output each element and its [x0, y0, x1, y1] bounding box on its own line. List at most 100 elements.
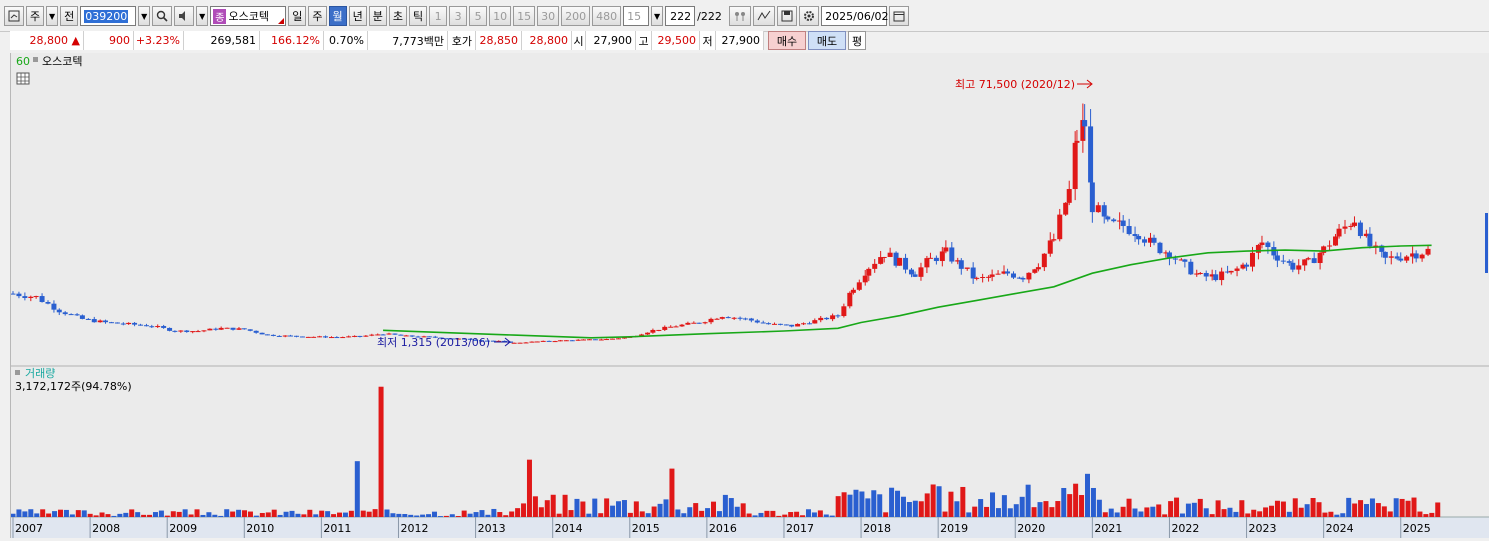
candle-body: [598, 339, 604, 341]
volume-bar: [954, 501, 960, 517]
candle-body: [1020, 278, 1026, 280]
candle-body: [415, 336, 421, 338]
volume-bar: [912, 500, 918, 517]
scroll-edge-marker[interactable]: [1485, 213, 1488, 273]
candle-body: [610, 338, 616, 340]
stock-code-input[interactable]: 039200: [80, 6, 137, 26]
volume-bar: [1055, 501, 1061, 517]
volume-bar: [782, 514, 788, 517]
candle-body: [230, 327, 236, 330]
interval-480[interactable]: 480: [592, 6, 622, 26]
volume-bar: [550, 494, 556, 517]
candle-body: [830, 315, 836, 320]
tab-minute[interactable]: 분: [368, 6, 387, 26]
toolbar-row: 주 ▼ 전 039200 ▼ ▼ 종 오스코텍 일 주 월 년 분 초 틱 1 …: [0, 5, 910, 27]
prev-button[interactable]: 전: [60, 6, 79, 26]
volume-bar: [924, 493, 930, 517]
interval-10[interactable]: 10: [489, 6, 512, 26]
code-dropdown-icon[interactable]: ▼: [138, 6, 151, 26]
interval-input[interactable]: 15: [623, 6, 650, 26]
tab-tick[interactable]: 틱: [409, 6, 428, 26]
stock-name-field[interactable]: 종 오스코텍: [210, 6, 287, 26]
candle-body: [777, 323, 783, 325]
volume-bar: [1369, 498, 1375, 517]
tab-month[interactable]: 월: [328, 6, 347, 26]
interval-3[interactable]: 3: [449, 6, 468, 26]
speaker-dropdown-icon[interactable]: ▼: [196, 6, 209, 26]
candle-body: [380, 334, 386, 336]
volume-bar: [865, 498, 871, 517]
search-icon[interactable]: [152, 6, 173, 26]
candle-body: [1089, 182, 1095, 213]
x-axis-band: [11, 517, 1489, 538]
chart-svg: 60 오스코텍 최고 71,500 (2020/12) 최저 1,315 (20…: [10, 53, 1489, 538]
change-percent: +3.23%: [134, 31, 184, 50]
candle-body: [213, 328, 219, 330]
candle-body: [517, 342, 523, 344]
candle-body: [62, 312, 68, 315]
save-icon[interactable]: [777, 6, 798, 26]
volume-bar: [455, 516, 461, 517]
candle-body: [974, 277, 980, 279]
interval-1[interactable]: 1: [429, 6, 448, 26]
sell-button[interactable]: 매도: [808, 31, 846, 50]
interval-dropdown-icon[interactable]: ▼: [651, 6, 664, 26]
interval-15[interactable]: 15: [513, 6, 536, 26]
period-select[interactable]: 주: [26, 6, 45, 26]
candle-body: [1225, 271, 1231, 273]
x-tick-label: 2014: [555, 522, 583, 535]
volume-bar: [990, 492, 996, 517]
pin-icon[interactable]: [729, 6, 752, 26]
chart-tool-icon[interactable]: [753, 6, 776, 26]
stock-name: 오스코텍: [228, 10, 269, 23]
tab-year[interactable]: 년: [348, 6, 367, 26]
candle-body: [85, 318, 91, 320]
candle-body: [288, 335, 294, 337]
x-tick-label: 2008: [92, 522, 120, 535]
date-input[interactable]: 2025/06/02: [821, 6, 889, 26]
calendar-icon[interactable]: [889, 6, 910, 26]
volume-bar: [829, 515, 835, 517]
candle-body: [856, 282, 862, 290]
volume-bar: [354, 461, 360, 517]
candle-body: [409, 335, 415, 337]
tab-day[interactable]: 일: [288, 6, 307, 26]
candle-body: [496, 340, 502, 342]
volume-bar: [1120, 506, 1126, 517]
period-dropdown-icon[interactable]: ▼: [46, 6, 59, 26]
chart-window-icon[interactable]: [4, 6, 24, 26]
count-input[interactable]: 222: [665, 6, 696, 26]
volume-bar: [117, 513, 123, 517]
volume-bar: [586, 513, 592, 517]
avg-button[interactable]: 평: [848, 31, 866, 50]
candle-body: [167, 327, 173, 331]
volume-bar: [1203, 508, 1209, 517]
candle-body: [557, 340, 563, 342]
candle-body: [1336, 228, 1342, 237]
tab-week[interactable]: 주: [308, 6, 327, 26]
candle-body: [754, 320, 760, 323]
low-label: 저: [700, 31, 716, 50]
chart-area[interactable]: 60 오스코텍 최고 71,500 (2020/12) 최저 1,315 (20…: [10, 53, 1489, 538]
interval-200[interactable]: 200: [561, 6, 591, 26]
interval-5[interactable]: 5: [469, 6, 488, 26]
gear-icon[interactable]: [799, 6, 820, 26]
volume-bar: [1292, 498, 1298, 517]
speaker-icon[interactable]: [174, 6, 195, 26]
volume-bar: [1215, 500, 1221, 517]
volume-bar: [1150, 506, 1156, 517]
candle-body: [569, 340, 575, 342]
buy-button[interactable]: 매수: [768, 31, 806, 50]
candle-body: [1132, 234, 1138, 236]
volume-bar: [253, 515, 259, 517]
candle-body: [386, 333, 392, 335]
tab-second[interactable]: 초: [388, 6, 407, 26]
volume-bar: [657, 503, 663, 517]
grid-icon[interactable]: [16, 72, 30, 85]
volume-bar: [699, 510, 705, 517]
candle-body: [989, 274, 995, 277]
candle-body: [1363, 233, 1369, 237]
volume-bar: [473, 512, 479, 517]
interval-30[interactable]: 30: [537, 6, 560, 26]
volume-bar: [390, 513, 396, 517]
